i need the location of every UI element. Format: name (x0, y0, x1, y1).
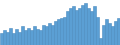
Bar (114, 21, 117, 45)
Bar (33, 26, 36, 45)
Bar (54, 21, 57, 45)
Bar (48, 23, 51, 45)
Bar (72, 6, 75, 45)
Bar (39, 30, 42, 45)
Bar (75, 10, 78, 45)
Bar (66, 11, 69, 45)
Bar (9, 28, 12, 45)
Bar (90, 11, 93, 45)
Bar (18, 32, 21, 45)
Bar (102, 25, 105, 45)
Bar (6, 32, 9, 45)
Bar (51, 25, 54, 45)
Bar (108, 23, 111, 45)
Bar (96, 17, 99, 45)
Bar (78, 8, 81, 45)
Bar (36, 29, 39, 45)
Bar (84, 3, 87, 45)
Bar (57, 19, 60, 45)
Bar (24, 30, 27, 45)
Bar (45, 26, 48, 45)
Bar (117, 18, 120, 45)
Bar (111, 26, 114, 45)
Bar (99, 38, 102, 45)
Bar (27, 28, 30, 45)
Bar (63, 17, 66, 45)
Bar (87, 8, 90, 45)
Bar (60, 18, 63, 45)
Bar (12, 33, 15, 45)
Bar (30, 30, 33, 45)
Bar (3, 30, 6, 45)
Bar (42, 25, 45, 45)
Bar (69, 8, 72, 45)
Bar (15, 29, 18, 45)
Bar (0, 33, 3, 45)
Bar (21, 26, 24, 45)
Bar (93, 6, 96, 45)
Bar (105, 19, 108, 45)
Bar (81, 5, 84, 45)
